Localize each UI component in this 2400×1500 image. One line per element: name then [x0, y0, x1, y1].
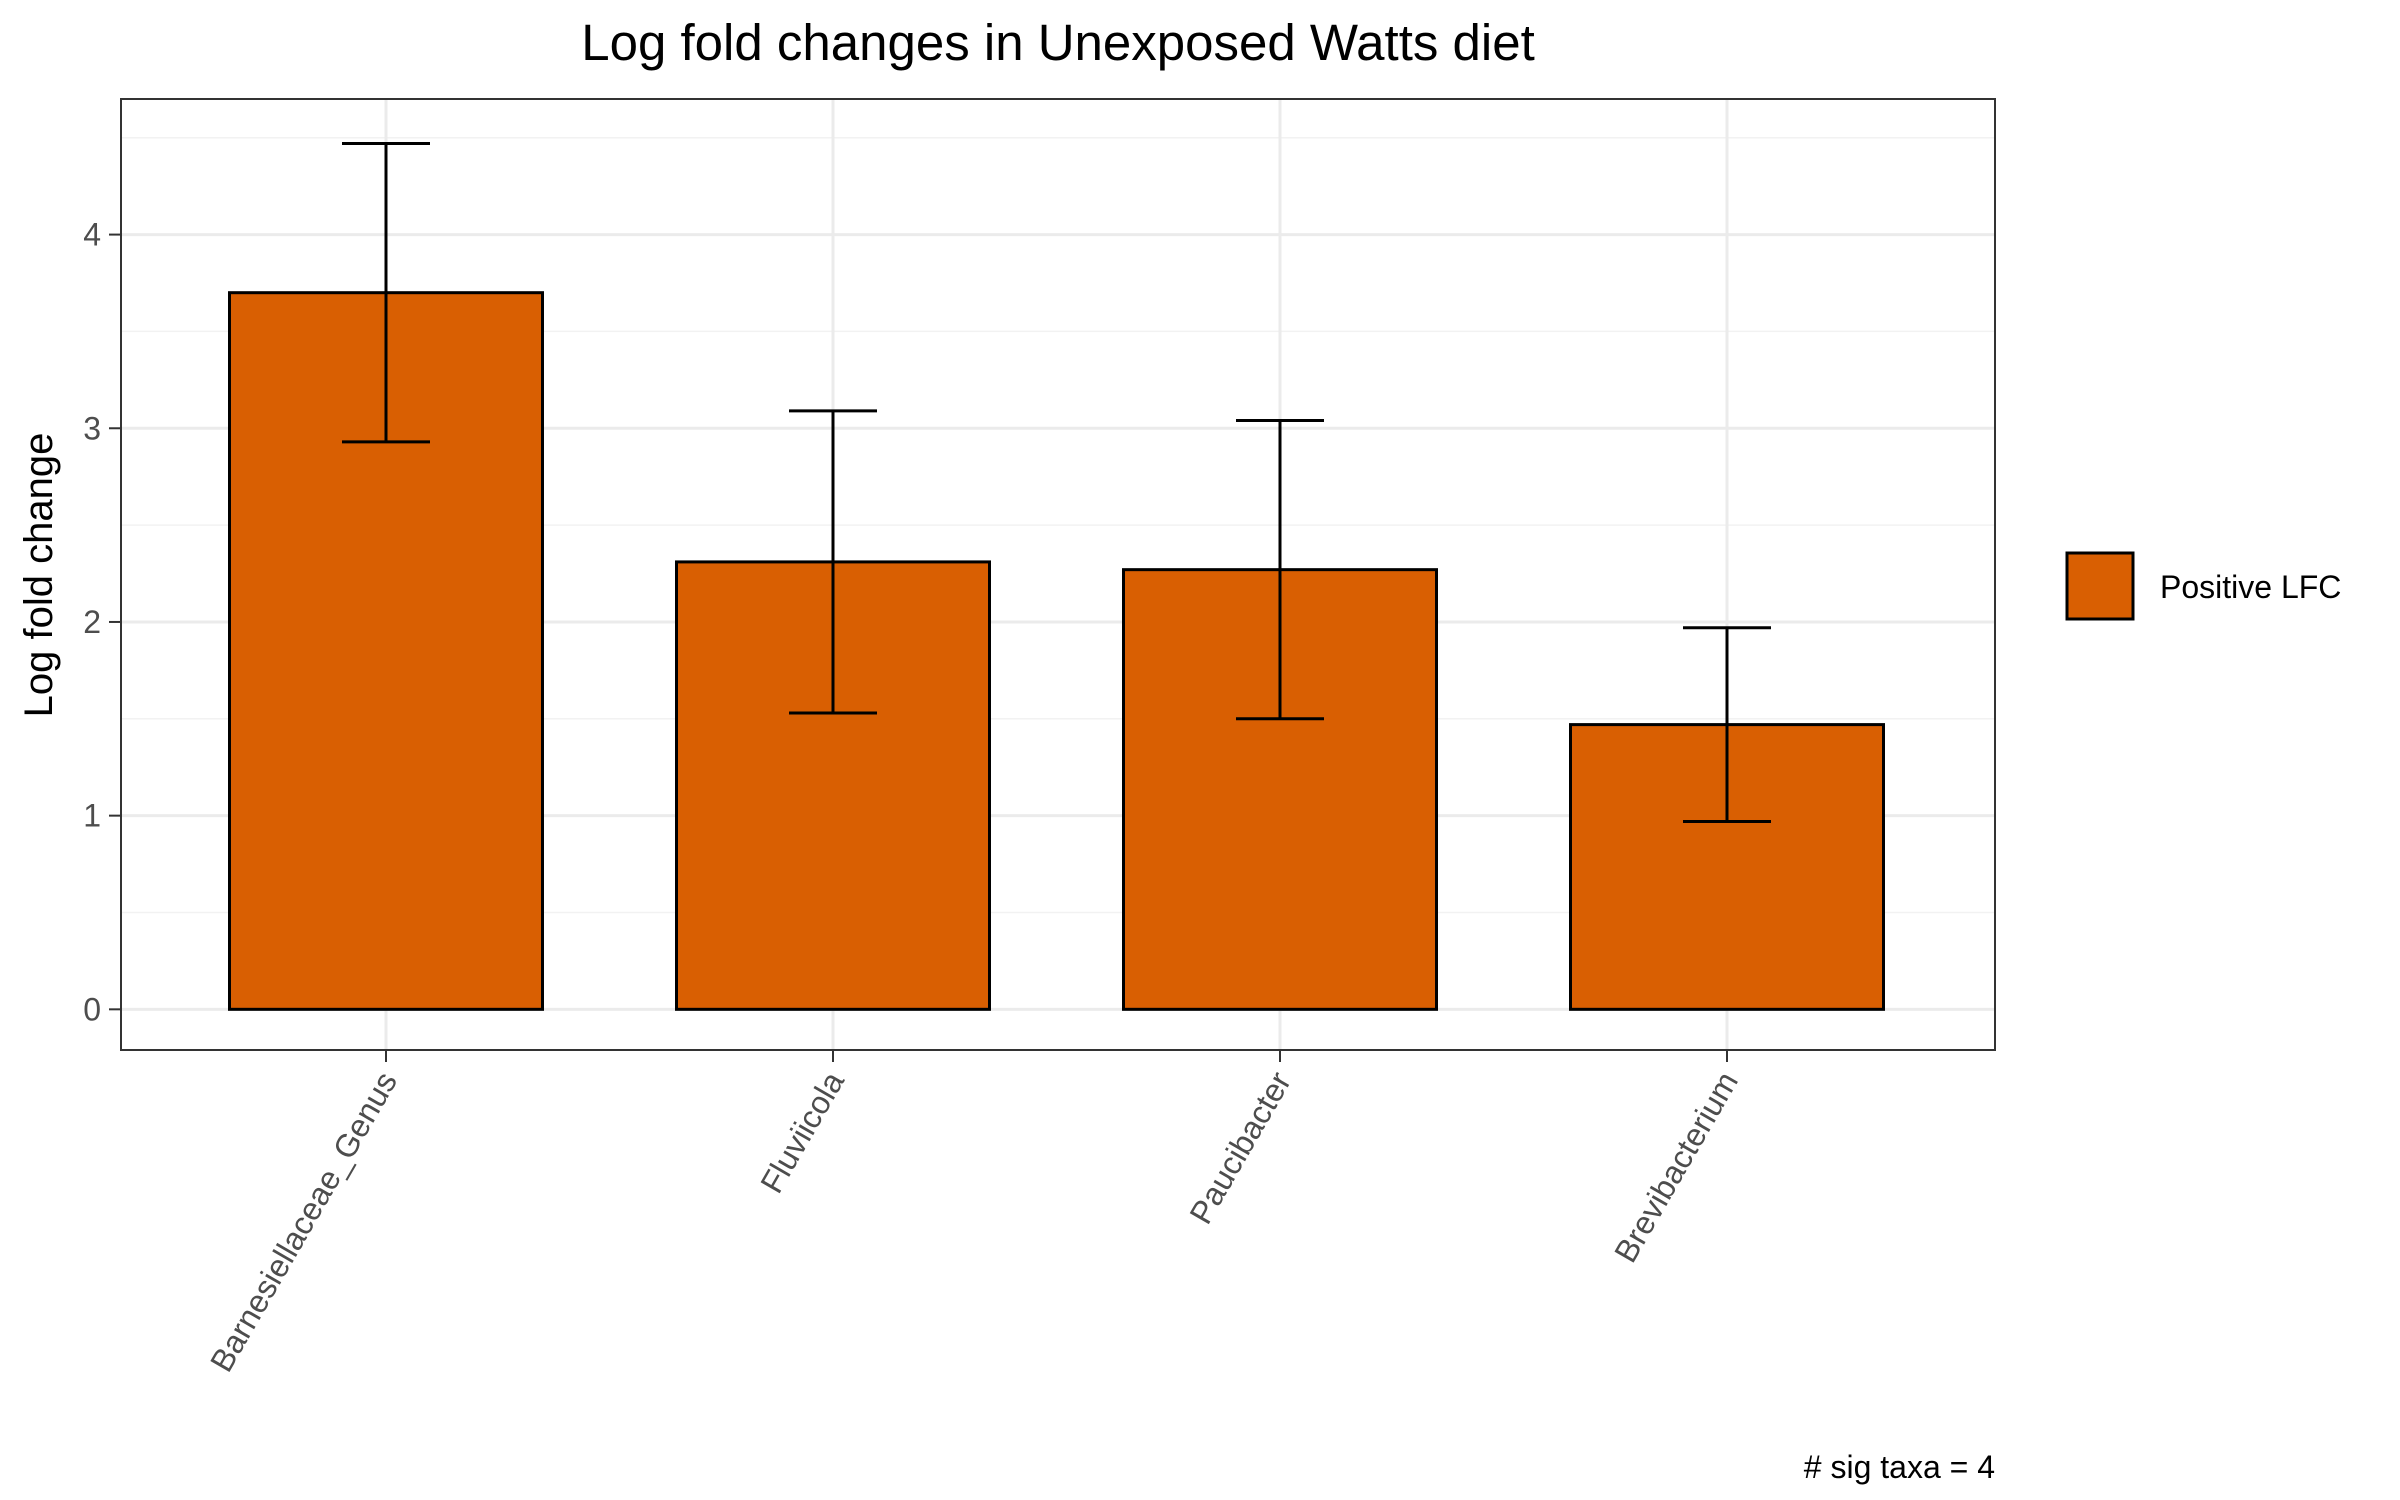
x-axis-ticks: Barnesiellaceae_Genus Fluviicola Paucibact…: [203, 1050, 1745, 1378]
y-tick-label: 1: [83, 798, 101, 834]
legend: Positive LFC: [2065, 551, 2341, 621]
x-tick-label: Paucibacter: [1182, 1065, 1298, 1230]
legend-key-positive-lfc: [2065, 551, 2135, 621]
y-tick-label: 3: [83, 410, 101, 446]
y-tick-label: 2: [83, 604, 101, 640]
y-tick-label: 4: [83, 217, 101, 253]
x-tick-label: Fluviicola: [753, 1065, 851, 1199]
x-tick-label: Barnesiellaceae_Genus: [203, 1066, 404, 1378]
bars: [228, 291, 1885, 1011]
caption-sig-taxa: # sig taxa = 4: [1804, 1449, 1995, 1485]
y-tick-label: 0: [83, 991, 101, 1027]
legend-label-positive-lfc: Positive LFC: [2160, 569, 2341, 605]
x-tick-label: Brevibacterium: [1607, 1066, 1745, 1269]
y-axis-label: Log fold change: [17, 433, 61, 718]
chart-title: Log fold changes in Unexposed Watts diet: [581, 14, 1535, 71]
y-axis-ticks: 0 1 2 3 4: [83, 217, 121, 1027]
error-bars: [342, 142, 1771, 823]
plot-panel-border: [120, 98, 1996, 1051]
